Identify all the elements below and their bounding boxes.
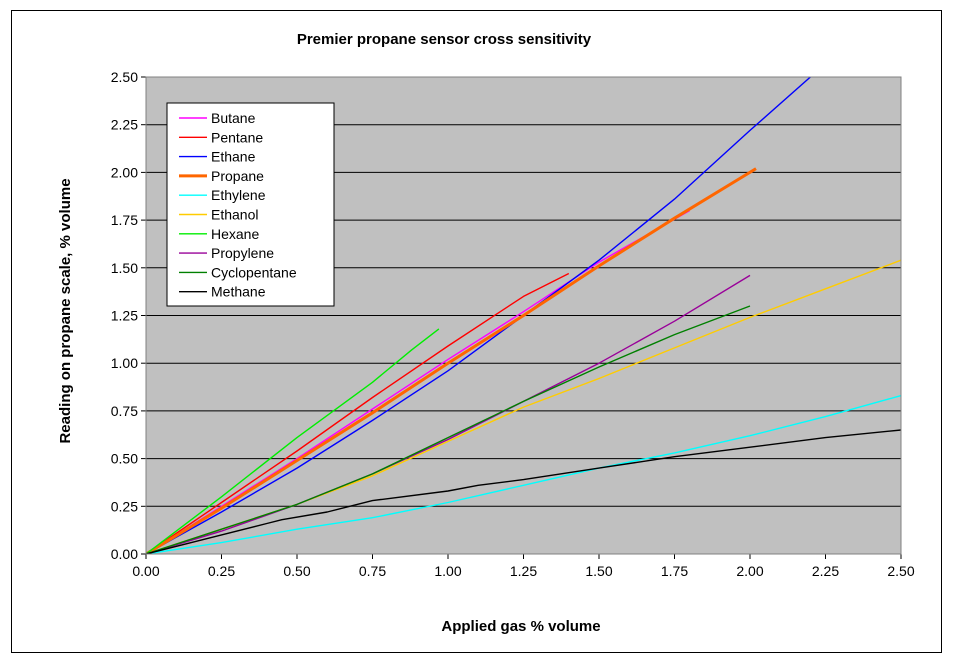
legend-label-butane: Butane xyxy=(211,110,256,126)
legend-label-ethane: Ethane xyxy=(211,149,256,165)
series-line-ethylene xyxy=(146,394,901,554)
x-tick-label: 1.75 xyxy=(661,563,688,579)
x-tick-label: 1.00 xyxy=(434,563,461,579)
x-tick-label: 2.50 xyxy=(887,563,914,579)
x-axis-label: Applied gas % volume xyxy=(441,618,600,635)
y-tick-label: 1.75 xyxy=(111,212,138,228)
x-tick-label: 2.25 xyxy=(812,563,839,579)
series-line-butane xyxy=(146,209,690,554)
y-tick-label: 0.25 xyxy=(111,498,138,514)
y-tick-label: 2.25 xyxy=(111,117,138,133)
series-line-hexane xyxy=(146,328,440,554)
y-tick-label: 1.50 xyxy=(111,260,138,276)
series-line-ethane xyxy=(146,77,811,554)
legend-label-hexane: Hexane xyxy=(211,226,259,242)
series-line-propane xyxy=(146,167,757,554)
legend-label-propylene: Propylene xyxy=(211,245,274,261)
chart-title: Premier propane sensor cross sensitivity xyxy=(297,31,592,48)
chart-frame: Premier propane sensor cross sensitivity… xyxy=(11,10,942,653)
y-tick-label: 2.50 xyxy=(111,69,138,85)
y-axis-label: Reading on propane scale, % volume xyxy=(57,178,74,443)
legend-label-methane: Methane xyxy=(211,284,266,300)
y-tick-label: 0.75 xyxy=(111,403,138,419)
x-tick-label: 0.25 xyxy=(208,563,235,579)
y-tick-label: 1.25 xyxy=(111,308,138,324)
y-tick-label: 2.00 xyxy=(111,164,138,180)
series-line-methane xyxy=(146,429,901,554)
y-tick-label: 0.00 xyxy=(111,546,138,562)
legend-label-pentane: Pentane xyxy=(211,129,263,145)
x-tick-label: 1.50 xyxy=(585,563,612,579)
series-line-pentane xyxy=(146,272,570,554)
x-tick-label: 0.50 xyxy=(283,563,310,579)
x-tick-label: 0.75 xyxy=(359,563,386,579)
y-tick-label: 1.00 xyxy=(111,355,138,371)
series-line-propylene xyxy=(146,274,751,554)
legend-label-ethylene: Ethylene xyxy=(211,187,266,203)
y-tick-label: 0.50 xyxy=(111,451,138,467)
legend-label-cyclopentane: Cyclopentane xyxy=(211,264,297,280)
x-tick-label: 1.25 xyxy=(510,563,537,579)
legend-label-propane: Propane xyxy=(211,168,264,184)
chart-svg: Premier propane sensor cross sensitivity… xyxy=(57,31,915,635)
legend-label-ethanol: Ethanol xyxy=(211,207,258,223)
legend: Butane Pentane Ethane Propane Ethylene Ethano… xyxy=(166,102,335,307)
plot-border xyxy=(145,76,902,555)
x-tick-label: 2.00 xyxy=(736,563,763,579)
series-line-cyclopentane xyxy=(146,305,751,554)
x-tick-label: 0.00 xyxy=(132,563,159,579)
